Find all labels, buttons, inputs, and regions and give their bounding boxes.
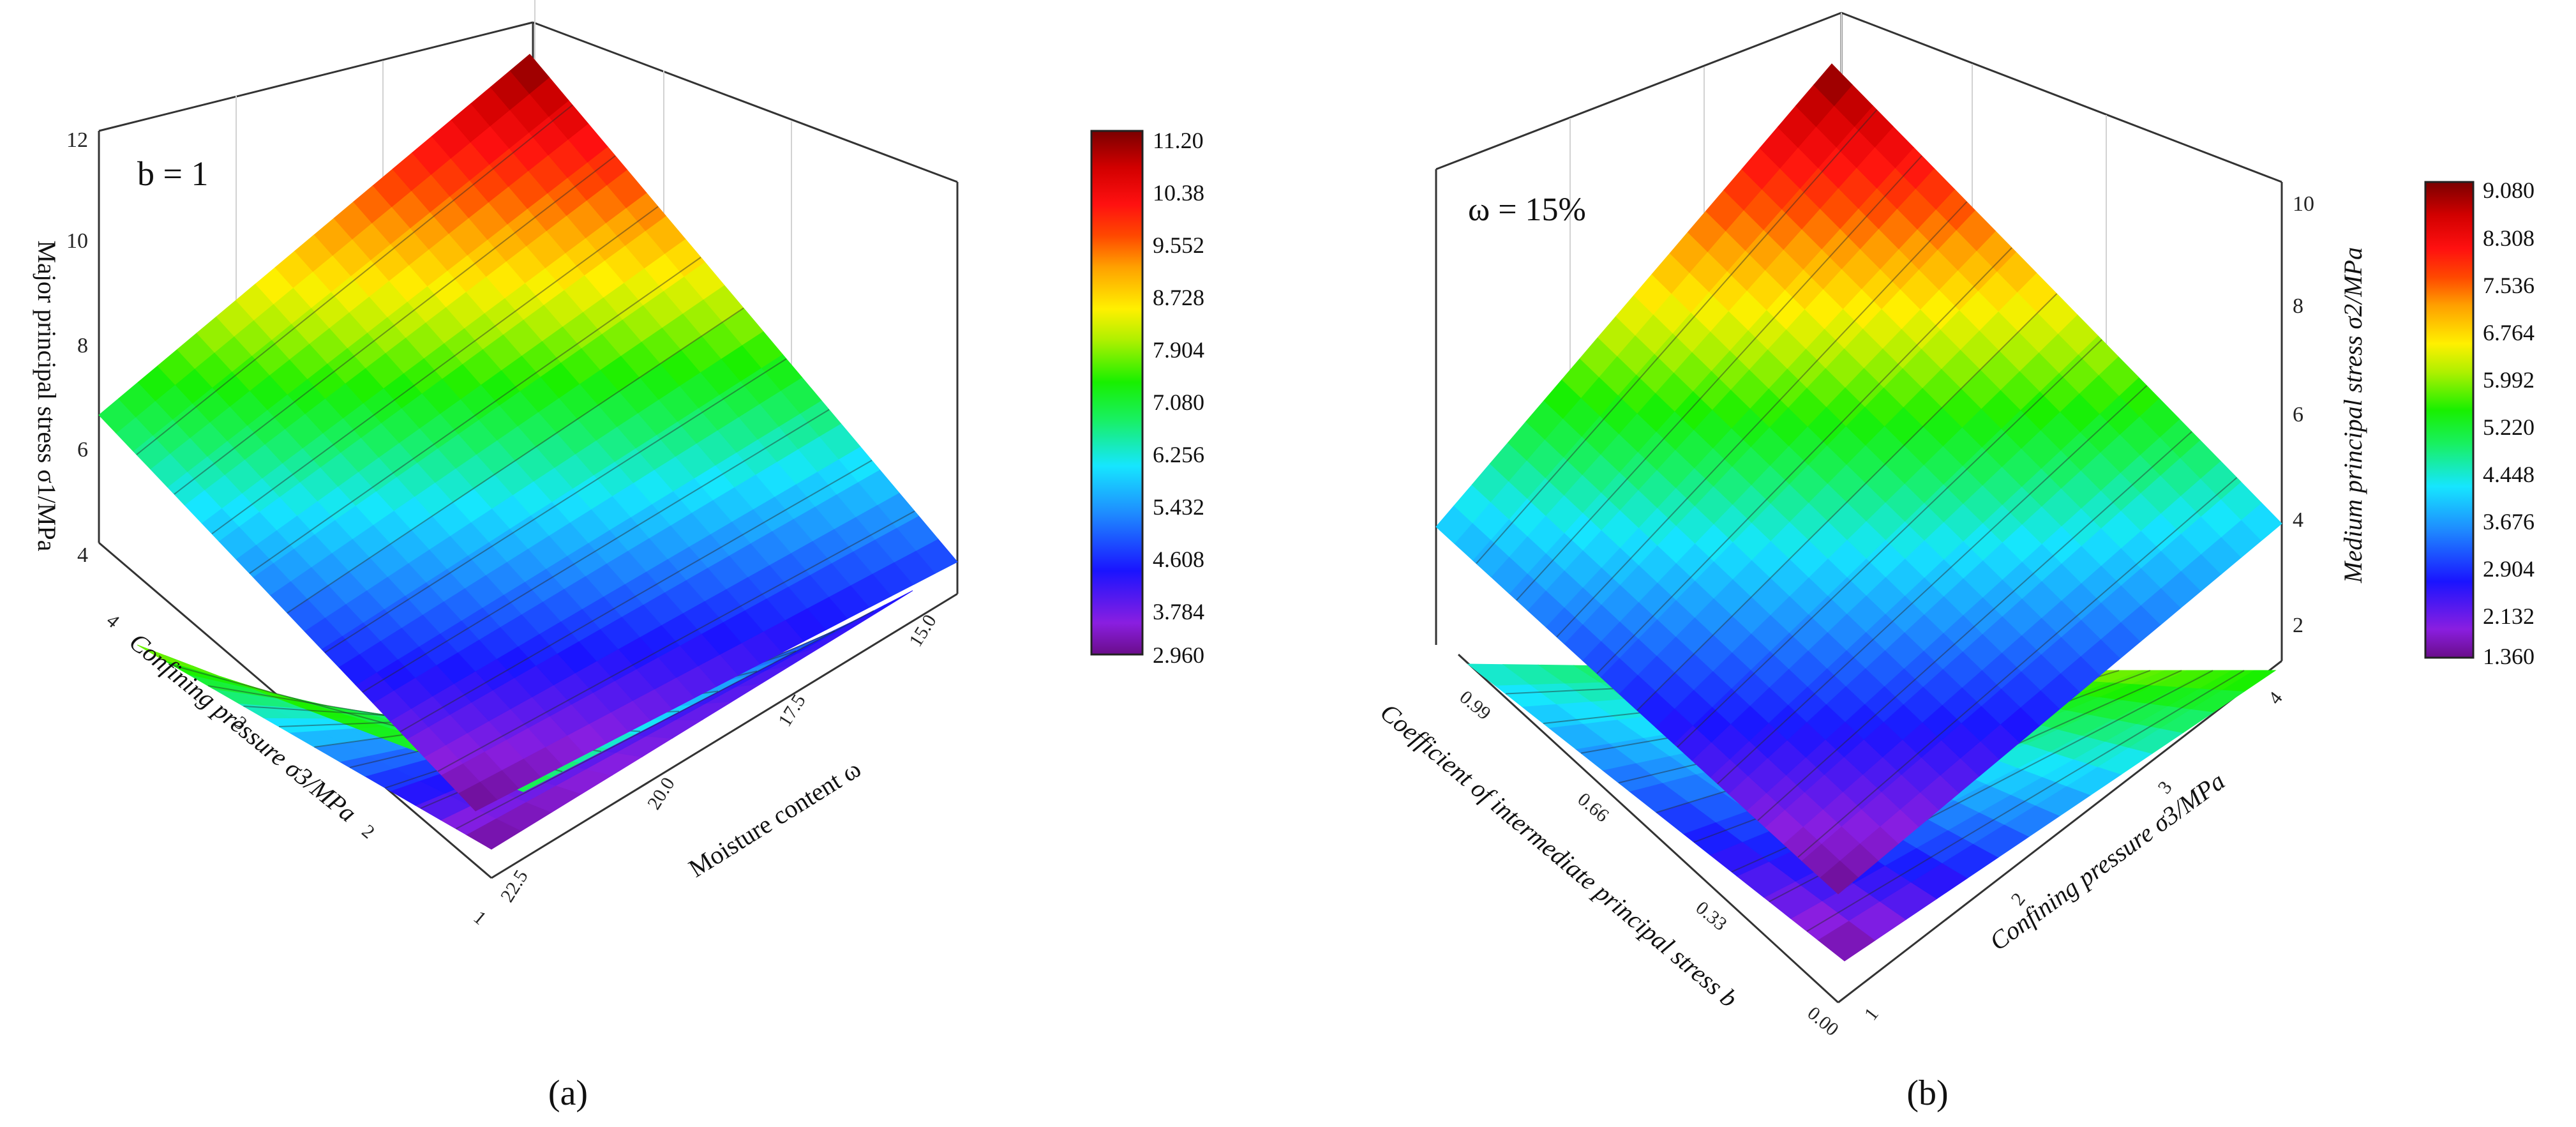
z-ticks-b: 10 8 6 4 2 <box>2293 192 2314 637</box>
z-tick-a-10: 10 <box>66 229 88 253</box>
y-tick-a-20: 20.0 <box>643 774 679 813</box>
x-tick-b-033: 0.33 <box>1692 897 1731 935</box>
cb-b-2: 7.536 <box>2483 273 2535 298</box>
cb-a-9: 3.784 <box>1153 599 1204 624</box>
panel-a: 12 10 8 6 4 Major principal stress σ1/MP… <box>33 0 1204 1113</box>
surface-a-contour <box>362 409 830 693</box>
z-ticks-a: 12 10 8 6 4 <box>66 128 88 567</box>
surface-b-contour <box>1596 247 2012 674</box>
cb-a-1: 10.38 <box>1153 180 1204 206</box>
cb-b-0: 9.080 <box>2483 178 2535 203</box>
x-tick-a-2: 2 <box>358 821 379 843</box>
surface-b-cell <box>1813 63 1853 107</box>
zlabel-b: Medium principal stress σ2/MPa <box>2339 247 2367 584</box>
z-tick-a-4: 4 <box>77 543 88 567</box>
x-tick-b-066: 0.66 <box>1574 789 1613 826</box>
surface-b-contour <box>1636 293 2058 711</box>
y-tick-b-3: 3 <box>2154 777 2176 798</box>
surface-b-contour <box>1476 109 1878 564</box>
annotation-a: b = 1 <box>137 155 208 193</box>
surface-a-contour <box>287 307 744 614</box>
surface-b-contour <box>1797 477 2238 858</box>
surface-b-contour <box>1556 201 1968 638</box>
zlabel-a: Major principal stress σ1/MPa <box>33 240 61 551</box>
cb-a-10: 2.960 <box>1153 642 1204 668</box>
cb-a-3: 8.728 <box>1153 285 1204 310</box>
z-tick-a-12: 12 <box>66 128 88 152</box>
x-tick-a-4: 4 <box>103 610 124 632</box>
surface-a-contour <box>400 460 872 732</box>
cb-b-8: 2.904 <box>2483 556 2535 582</box>
colorbar-labels-b: 9.080 8.308 7.536 6.764 5.992 5.220 4.44… <box>2483 178 2535 669</box>
surface-a-contour <box>174 155 616 495</box>
surface-a-contour <box>249 257 701 574</box>
surface-a-contour <box>211 206 659 534</box>
cb-a-2: 9.552 <box>1153 232 1204 258</box>
z-tick-b-2: 2 <box>2293 614 2303 637</box>
cb-a-6: 6.256 <box>1153 442 1204 467</box>
surface-b-contour <box>1516 155 1922 601</box>
surface-a <box>98 54 958 850</box>
surface-a-contour <box>437 510 915 772</box>
surface-a-contour <box>136 104 573 455</box>
z-tick-a-8: 8 <box>77 334 88 358</box>
x-tick-a-1: 1 <box>470 907 491 929</box>
colorbar-labels-a: 11.20 10.38 9.552 8.728 7.904 7.080 6.25… <box>1153 128 1204 668</box>
cb-b-10: 1.360 <box>2483 644 2535 669</box>
surface-b-contour <box>1717 385 2148 785</box>
z-tick-b-8: 8 <box>2293 294 2303 318</box>
cb-a-4: 7.904 <box>1153 337 1204 363</box>
y-tick-b-1: 1 <box>1861 1004 1883 1024</box>
surface-b <box>1435 63 2282 962</box>
cb-b-1: 8.308 <box>2483 225 2535 251</box>
x-tick-b-099: 0.99 <box>1456 686 1495 724</box>
cb-a-7: 5.432 <box>1153 494 1204 520</box>
y-tick-a-17: 17.5 <box>774 691 810 730</box>
cb-b-9: 2.132 <box>2483 603 2535 629</box>
cb-b-3: 6.764 <box>2483 320 2535 345</box>
cb-b-6: 4.448 <box>2483 462 2535 487</box>
panel-label-b: (b) <box>1906 1073 1948 1113</box>
surface-a-cell <box>509 54 550 95</box>
annotation-b: ω = 15% <box>1468 192 1586 228</box>
y-tick-a-15: 15.0 <box>905 611 941 651</box>
x-tick-b-000: 0.00 <box>1804 1002 1843 1040</box>
surface-b-contour <box>1677 339 2102 748</box>
surface-b-contour <box>1757 431 2192 821</box>
colorbar-a <box>1090 130 1144 656</box>
cb-a-5: 7.080 <box>1153 390 1204 415</box>
z-tick-b-6: 6 <box>2293 403 2303 427</box>
cb-a-0: 11.20 <box>1153 128 1204 153</box>
colorbar-b <box>2424 181 2475 659</box>
z-tick-a-6: 6 <box>77 438 88 462</box>
panel-b: 10 8 6 4 2 Medium principal stress σ2/MP… <box>1375 11 2535 1113</box>
cb-b-5: 5.220 <box>2483 414 2535 440</box>
floor-b-contour <box>1806 670 2245 932</box>
y-tick-b-4: 4 <box>2265 688 2287 708</box>
surface-a-contour <box>324 358 787 653</box>
floor-a-contour <box>456 610 874 829</box>
ylabel-a: Moisture content ω <box>684 754 865 883</box>
cb-a-8: 4.608 <box>1153 547 1204 572</box>
panel-label-a: (a) <box>548 1073 588 1113</box>
cb-b-4: 5.992 <box>2483 367 2535 393</box>
z-tick-b-4: 4 <box>2293 508 2303 532</box>
cb-b-7: 3.676 <box>2483 509 2535 534</box>
z-tick-b-10: 10 <box>2293 192 2314 216</box>
